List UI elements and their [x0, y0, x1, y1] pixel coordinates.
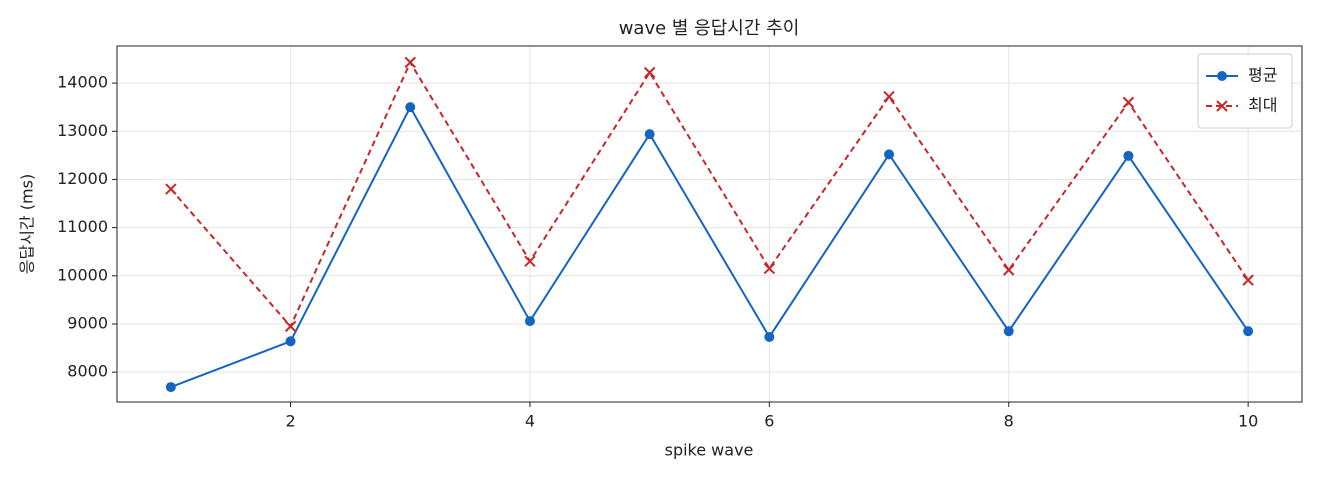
- x-tick-label: 2: [285, 412, 295, 431]
- marker-stroke: [404, 56, 416, 69]
- x-tick-label: 4: [525, 412, 535, 431]
- y-tick-label: 11000: [57, 217, 108, 236]
- marker: [405, 102, 416, 113]
- marker: [644, 129, 655, 140]
- y-tick-label: 8000: [67, 362, 108, 381]
- marker: [1217, 71, 1227, 81]
- marker: [524, 316, 535, 327]
- marker-stroke: [165, 183, 177, 195]
- series-line: [170, 60, 1249, 329]
- marker: [165, 183, 177, 195]
- x-tick-label: 8: [1004, 412, 1014, 431]
- marker-stroke: [883, 90, 895, 103]
- marker: [1216, 100, 1228, 112]
- series-line: [170, 105, 1249, 389]
- marker: [284, 320, 297, 333]
- marker: [404, 56, 416, 69]
- y-tick-label: 9000: [67, 313, 108, 332]
- marker: [1243, 326, 1254, 337]
- marker-stroke: [1216, 100, 1228, 112]
- marker-stroke: [524, 255, 536, 268]
- marker: [165, 382, 176, 393]
- marker: [883, 90, 895, 103]
- legend-frame: [1197, 53, 1293, 129]
- marker: [884, 149, 895, 160]
- marker: [1122, 96, 1135, 109]
- marker-stroke: [1003, 264, 1015, 276]
- y-axis-label: 응답시간 (ms): [18, 174, 37, 274]
- marker-stroke: [763, 262, 776, 275]
- marker: [643, 66, 656, 79]
- x-tick-label: 10: [1238, 412, 1258, 431]
- marker: [1003, 264, 1015, 276]
- marker-stroke: [643, 66, 656, 79]
- legend-label: 최대: [1248, 96, 1277, 115]
- marker: [285, 336, 296, 347]
- y-tick-label: 10000: [57, 265, 108, 284]
- x-tick-label: 6: [764, 412, 774, 431]
- marker-stroke: [284, 320, 297, 333]
- marker-stroke: [1242, 274, 1254, 286]
- marker: [764, 331, 775, 342]
- plot-frame: [116, 45, 1303, 403]
- marker-stroke: [1122, 96, 1135, 109]
- marker: [1003, 326, 1014, 337]
- marker: [524, 255, 536, 268]
- y-tick-label: 12000: [57, 169, 108, 188]
- legend-label: 평균: [1248, 66, 1277, 85]
- x-axis-label: spike wave: [665, 441, 754, 460]
- y-tick-label: 14000: [57, 73, 108, 92]
- marker: [1123, 150, 1134, 161]
- chart-title: wave 별 응답시간 추이: [619, 18, 800, 39]
- y-tick-label: 13000: [57, 121, 108, 140]
- marker: [1242, 274, 1254, 286]
- marker: [763, 262, 776, 275]
